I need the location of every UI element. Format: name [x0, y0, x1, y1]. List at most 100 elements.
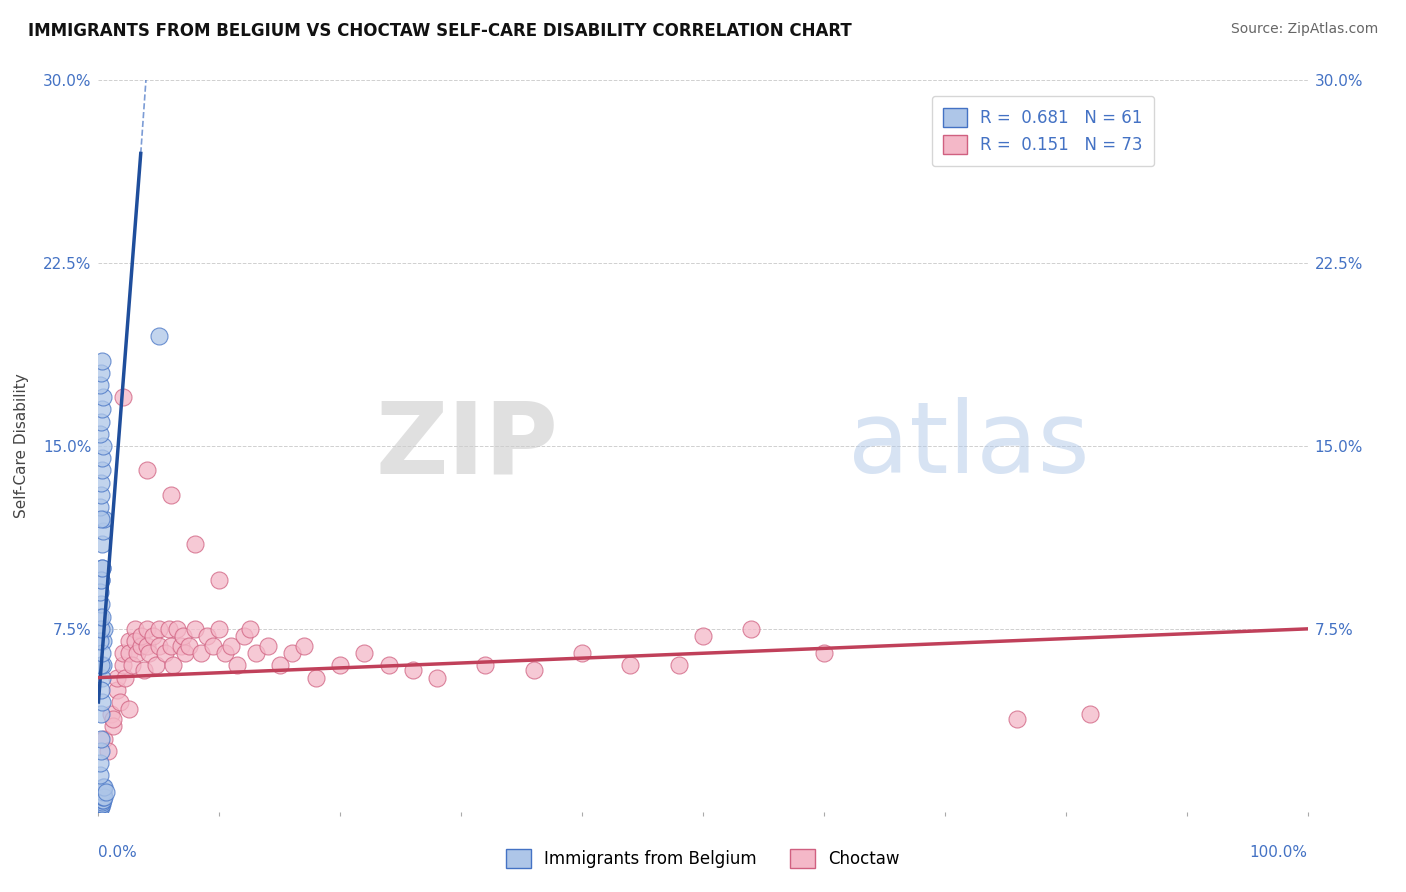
Point	[89, 609, 111, 624]
Point	[90, 795, 112, 809]
Point	[91, 797, 114, 812]
Point	[426, 671, 449, 685]
Point	[91, 790, 114, 805]
Point	[111, 658, 134, 673]
Point	[91, 785, 114, 799]
Point	[90, 797, 112, 812]
Point	[118, 634, 141, 648]
Point	[91, 671, 114, 685]
Point	[377, 658, 399, 673]
Point	[90, 598, 112, 612]
Text: Source: ZipAtlas.com: Source: ZipAtlas.com	[1230, 22, 1378, 37]
Point	[89, 756, 111, 770]
Text: 0.0%: 0.0%	[98, 845, 138, 860]
Point	[91, 792, 114, 806]
Point	[90, 488, 112, 502]
Point	[91, 402, 114, 417]
Point	[100, 707, 122, 722]
Point	[134, 663, 156, 677]
Point	[668, 658, 690, 673]
Point	[329, 658, 352, 673]
Point	[208, 622, 231, 636]
Point	[692, 629, 714, 643]
Point	[90, 707, 112, 722]
Point	[90, 366, 112, 380]
Point	[813, 646, 835, 660]
Point	[91, 451, 114, 466]
Text: 100.0%: 100.0%	[1250, 845, 1308, 860]
Point	[93, 731, 115, 746]
Point	[90, 475, 112, 490]
Point	[619, 658, 641, 673]
Point	[89, 426, 111, 441]
Point	[124, 622, 146, 636]
Point	[91, 695, 114, 709]
Point	[202, 639, 225, 653]
Point	[93, 512, 115, 526]
Point	[89, 802, 111, 816]
Point	[91, 780, 114, 795]
Point	[91, 792, 114, 806]
Point	[160, 639, 183, 653]
Point	[124, 634, 146, 648]
Point	[162, 658, 184, 673]
Point	[232, 629, 254, 643]
Point	[91, 561, 114, 575]
Point	[91, 439, 114, 453]
Point	[129, 639, 152, 653]
Point	[135, 639, 157, 653]
Point	[91, 790, 114, 805]
Point	[166, 622, 188, 636]
Point	[91, 524, 114, 539]
Point	[111, 390, 134, 404]
Y-axis label: Self-Care Disability: Self-Care Disability	[14, 374, 30, 518]
Point	[138, 646, 160, 660]
Point	[148, 329, 170, 343]
Point	[91, 561, 114, 575]
Point	[214, 646, 236, 660]
Point	[184, 536, 207, 550]
Point	[97, 744, 120, 758]
Text: atlas: atlas	[848, 398, 1090, 494]
Point	[474, 658, 496, 673]
Point	[145, 658, 167, 673]
Point	[91, 795, 114, 809]
Point	[101, 719, 124, 733]
Point	[169, 639, 191, 653]
Point	[93, 790, 115, 805]
Legend: Immigrants from Belgium, Choctaw: Immigrants from Belgium, Choctaw	[499, 843, 907, 875]
Point	[269, 658, 291, 673]
Point	[94, 785, 117, 799]
Point	[208, 573, 231, 587]
Point	[90, 573, 112, 587]
Point	[184, 622, 207, 636]
Point	[179, 639, 201, 653]
Point	[114, 671, 136, 685]
Point	[127, 646, 149, 660]
Point	[190, 646, 212, 660]
Point	[91, 353, 114, 368]
Point	[118, 702, 141, 716]
Point	[90, 731, 112, 746]
Point	[281, 646, 304, 660]
Point	[90, 792, 112, 806]
Point	[90, 512, 112, 526]
Point	[245, 646, 267, 660]
Point	[118, 646, 141, 660]
Point	[89, 500, 111, 514]
Point	[221, 639, 243, 653]
Point	[142, 629, 165, 643]
Point	[523, 663, 546, 677]
Point	[135, 463, 157, 477]
Point	[89, 768, 111, 782]
Point	[148, 622, 170, 636]
Point	[90, 415, 112, 429]
Point	[90, 658, 112, 673]
Point	[90, 622, 112, 636]
Point	[239, 622, 262, 636]
Point	[174, 646, 197, 660]
Point	[91, 658, 114, 673]
Point	[121, 658, 143, 673]
Point	[172, 629, 194, 643]
Point	[93, 780, 115, 795]
